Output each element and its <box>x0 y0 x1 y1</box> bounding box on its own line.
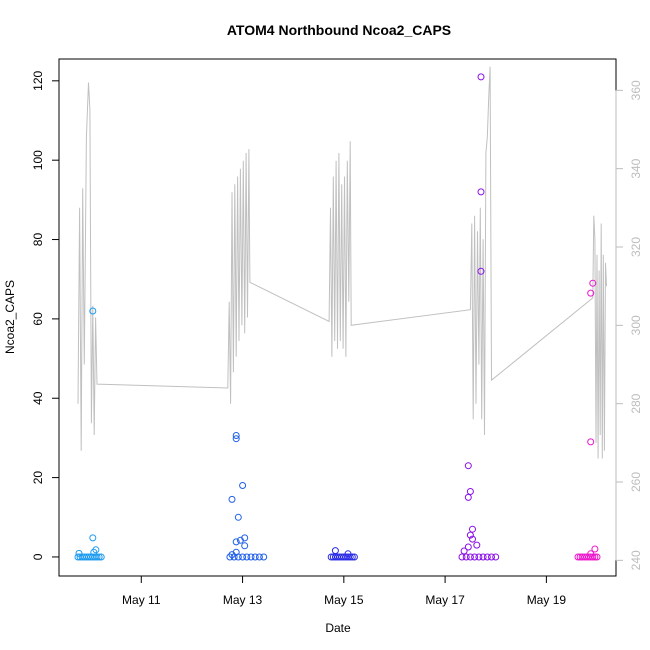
y2-tick-label: 260 <box>629 472 643 492</box>
point-layer <box>74 73 601 561</box>
data-point <box>232 548 240 556</box>
data-point <box>587 550 595 558</box>
data-point <box>232 538 240 546</box>
line-layer <box>77 66 607 459</box>
data-point <box>89 307 97 315</box>
y2-tick-label: 300 <box>629 315 643 335</box>
y-tick-label: 0 <box>31 553 45 560</box>
y-tick-label: 20 <box>31 471 45 485</box>
data-point <box>243 553 251 561</box>
y-tick-label: 80 <box>31 233 45 247</box>
data-point <box>475 553 483 561</box>
x-tick-label: May 15 <box>324 593 364 607</box>
y2-tick-label: 360 <box>629 80 643 100</box>
x-tick-label: May 17 <box>425 593 465 607</box>
y-axis-left: 0 20 40 60 80 100 120 <box>31 70 60 560</box>
y2-tick-label: 320 <box>629 237 643 257</box>
data-point <box>241 534 249 542</box>
data-point <box>464 493 472 501</box>
data-point <box>241 542 249 550</box>
data-point <box>234 513 242 521</box>
data-point <box>260 553 268 561</box>
data-point <box>469 535 476 543</box>
y2-tick-label: 240 <box>629 550 643 570</box>
data-point <box>331 547 339 555</box>
data-point <box>93 553 101 561</box>
series-line <box>77 66 607 459</box>
x-tick-label: May 19 <box>527 593 567 607</box>
data-point <box>460 547 468 555</box>
data-point <box>483 553 491 561</box>
y-tick-label: 40 <box>31 391 45 405</box>
x-axis: May 11 May 13 May 15 May 17 May 19 <box>122 575 567 607</box>
data-point <box>587 289 595 297</box>
data-point <box>477 188 485 196</box>
data-point <box>477 267 485 275</box>
chart-title: ATOM4 Northbound Ncoa2_CAPS <box>227 22 451 38</box>
data-point <box>488 553 495 561</box>
data-point <box>75 549 83 557</box>
data-point <box>471 553 479 561</box>
data-point <box>239 553 247 561</box>
data-point <box>466 553 474 561</box>
data-point <box>89 534 97 542</box>
data-point <box>232 435 240 443</box>
x-tick-label: May 11 <box>122 593 161 607</box>
data-point <box>97 553 105 561</box>
data-point <box>247 553 255 561</box>
data-point <box>589 279 597 287</box>
data-point <box>239 482 247 489</box>
x-tick-label: May 13 <box>223 593 263 607</box>
data-point <box>587 438 595 446</box>
y2-tick-label: 340 <box>629 158 643 178</box>
data-point <box>228 495 236 503</box>
data-point <box>466 531 474 539</box>
data-point <box>251 553 259 561</box>
y-tick-label: 120 <box>31 70 45 90</box>
data-point <box>492 553 500 561</box>
data-point <box>464 543 472 551</box>
data-point <box>479 553 487 561</box>
x-axis-label: Date <box>325 621 351 635</box>
data-point <box>344 550 352 558</box>
y2-tick-label: 280 <box>629 393 643 413</box>
data-point <box>232 432 240 439</box>
y-axis-label: Ncoa2_CAPS <box>3 280 17 354</box>
data-point <box>92 546 100 554</box>
y-axis-right: 240 260 280 300 320 340 360 <box>615 80 643 570</box>
data-point <box>591 545 599 553</box>
y-tick-label: 100 <box>31 150 45 170</box>
data-point <box>458 553 466 561</box>
data-point <box>469 525 476 533</box>
data-point <box>350 553 358 561</box>
data-point <box>466 488 474 495</box>
data-point <box>593 553 601 561</box>
data-point <box>473 541 481 549</box>
y-tick-label: 60 <box>31 312 45 326</box>
data-point <box>462 553 470 561</box>
data-point <box>95 553 103 561</box>
data-point <box>464 462 472 470</box>
data-point <box>477 73 485 81</box>
data-point <box>255 553 263 561</box>
